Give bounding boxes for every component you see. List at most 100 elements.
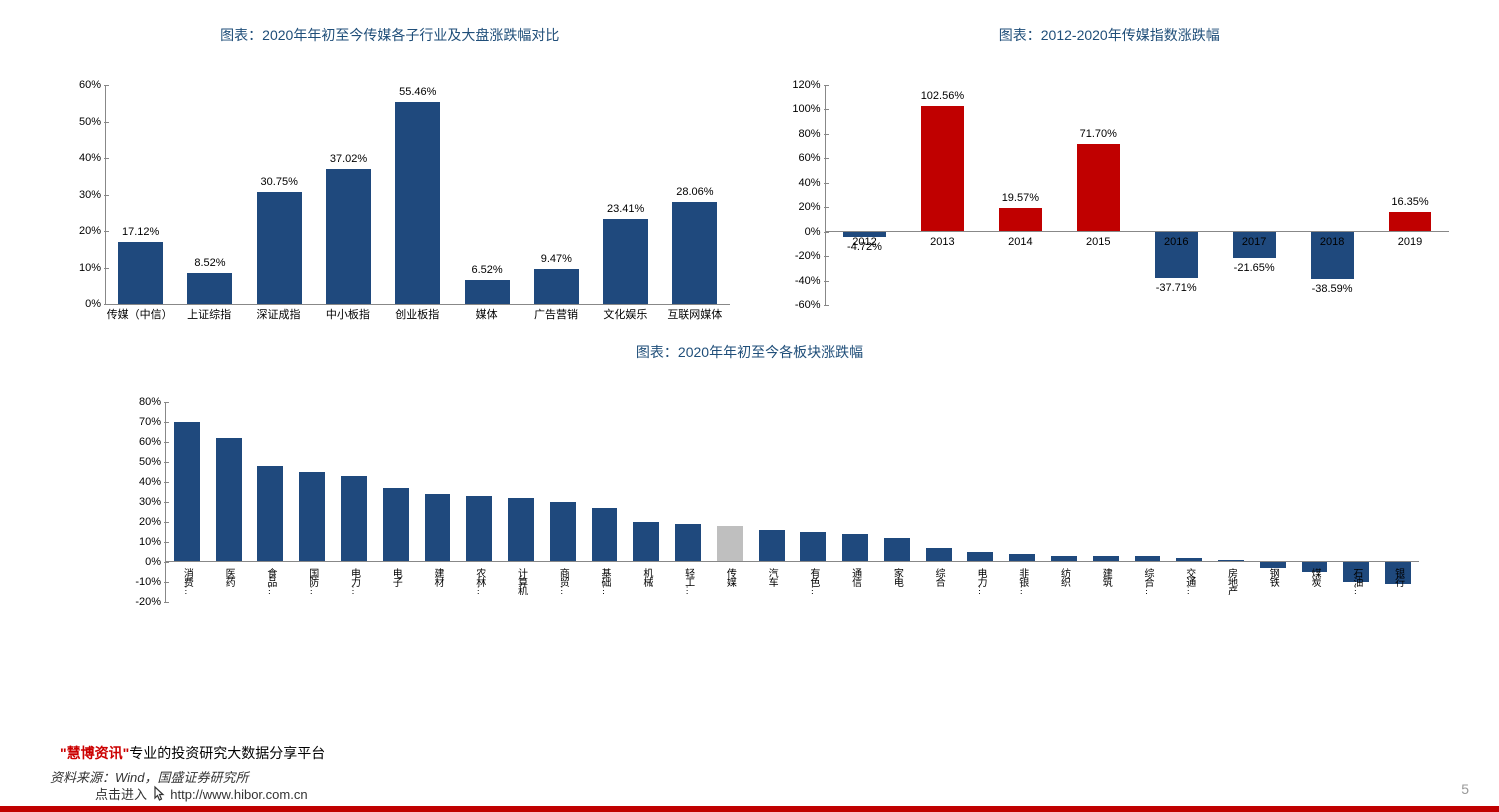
y-tick: -10% <box>135 576 161 588</box>
x-label: 基础⋮ <box>584 568 626 595</box>
y-tick: -40% <box>795 275 821 287</box>
bar <box>921 106 964 231</box>
x-label: 综合 <box>918 568 960 595</box>
x-label: 2017 <box>1215 236 1293 249</box>
bar <box>187 273 232 304</box>
y-tick: 40% <box>798 177 820 189</box>
y-tick: 0% <box>145 556 161 568</box>
x-label: 食品⋮ <box>250 568 292 595</box>
y-tick: 60% <box>798 152 820 164</box>
bar <box>216 438 242 562</box>
y-tick: 30% <box>79 189 101 201</box>
x-label: 家电 <box>876 568 918 595</box>
bar <box>508 498 534 562</box>
y-tick: -60% <box>795 299 821 311</box>
bar <box>326 169 371 304</box>
bar <box>717 526 743 562</box>
x-label: 非银⋮ <box>1001 568 1043 595</box>
bar-group: 28.06% <box>660 85 729 304</box>
ellipsis-icon: ⋮ <box>1184 586 1194 595</box>
chart2-bars: -4.72%102.56%19.57%71.70%-37.71%-21.65%-… <box>826 85 1450 305</box>
bar-value-label: 37.02% <box>330 153 367 165</box>
chart2-yaxis: -60%-40%-20%0%20%40%60%80%100%120% <box>776 85 821 305</box>
x-label: 深证成指 <box>244 309 313 322</box>
y-tick: 20% <box>79 225 101 237</box>
x-label: 轻工⋮ <box>667 568 709 595</box>
bar-value-label: -37.71% <box>1156 282 1197 294</box>
bar-value-label: 16.35% <box>1391 196 1428 208</box>
chart1-xlabels: 传媒（中信）上证综指深证成指中小板指创业板指媒体广告营销文化娱乐互联网媒体 <box>105 309 730 322</box>
chart1-title: 图表：2020年年初至今传媒各子行业及大盘涨跌幅对比 <box>50 25 730 45</box>
bar-value-label: 28.06% <box>676 186 713 198</box>
bar <box>174 422 200 562</box>
ellipsis-icon: ⋮ <box>808 586 818 595</box>
bar-value-label: 102.56% <box>921 90 964 102</box>
x-label: 国防⋮ <box>291 568 333 595</box>
y-tick: 10% <box>139 536 161 548</box>
bar-group: -37.71% <box>1137 85 1215 305</box>
x-label: 2018 <box>1293 236 1371 249</box>
bar <box>466 496 492 562</box>
footer: "慧博资讯"专业的投资研究大数据分享平台 资料来源：Wind，国盛证券研究所 点… <box>0 743 1499 812</box>
bar-value-label: 8.52% <box>194 257 225 269</box>
bar-group: 8.52% <box>175 85 244 304</box>
watermark-brand: "慧博资讯" <box>60 745 129 761</box>
x-label: 纺织 <box>1043 568 1085 595</box>
bar-value-label: 23.41% <box>607 203 644 215</box>
x-label: 电力⋮ <box>960 568 1002 595</box>
bar <box>299 472 325 562</box>
bar-group: 16.35% <box>1371 85 1449 305</box>
x-label: 计算机 <box>500 568 542 595</box>
bar-value-label: 17.12% <box>122 226 159 238</box>
zero-line <box>166 561 1419 562</box>
y-tick: 0% <box>85 298 101 310</box>
x-label: 电力⋮ <box>333 568 375 595</box>
bar <box>592 508 618 562</box>
bar-value-label: 9.47% <box>541 253 572 265</box>
bar <box>395 102 440 304</box>
footer-red-bar <box>0 806 1499 812</box>
bar-group: 6.52% <box>452 85 521 304</box>
watermark-link: http://www.hibor.com.cn <box>170 787 307 802</box>
chart1-bars: 17.12%8.52%30.75%37.02%55.46%6.52%9.47%2… <box>106 85 730 304</box>
ellipsis-icon: ⋮ <box>1143 586 1153 595</box>
bar-group: 37.02% <box>314 85 383 304</box>
x-label: 交通⋮ <box>1168 568 1210 595</box>
bar-value-label: 19.57% <box>1002 192 1039 204</box>
x-label: 商贸⋮ <box>542 568 584 595</box>
bar-group: 23.41% <box>591 85 660 304</box>
bar-value-label: 71.70% <box>1080 128 1117 140</box>
y-tick: 20% <box>798 201 820 213</box>
y-tick: 80% <box>139 396 161 408</box>
y-tick: -20% <box>795 250 821 262</box>
bar-group: 71.70% <box>1059 85 1137 305</box>
x-label: 文化娱乐 <box>591 309 660 322</box>
cursor-icon <box>151 785 167 806</box>
x-label: 煤炭 <box>1294 568 1336 595</box>
chart3-container: 图表：2020年年初至今各板块涨跌幅 -20%-10%0%10%20%30%40… <box>0 332 1499 602</box>
bar <box>633 522 659 562</box>
ellipsis-icon: ⋮ <box>1017 586 1027 595</box>
x-label: 建筑 <box>1085 568 1127 595</box>
x-label: 综合⋮ <box>1127 568 1169 595</box>
x-label: 电子 <box>375 568 417 595</box>
chart3-title: 图表：2020年年初至今各板块涨跌幅 <box>50 342 1449 362</box>
y-tick: 0% <box>805 226 821 238</box>
y-tick: 50% <box>139 456 161 468</box>
x-label: 创业板指 <box>383 309 452 322</box>
watermark-line2: 点击进入 http://www.hibor.com.cn <box>0 784 1499 806</box>
bar-value-label: -38.59% <box>1312 283 1353 295</box>
ellipsis-icon: ⋮ <box>975 586 985 595</box>
y-tick: 30% <box>139 496 161 508</box>
ellipsis-icon: ⋮ <box>307 586 317 595</box>
chart2-title: 图表：2012-2020年传媒指数涨跌幅 <box>770 25 1450 45</box>
ellipsis-icon: ⋮ <box>600 586 610 595</box>
watermark-text: 专业的投资研究大数据分享平台 <box>129 745 325 761</box>
x-label: 媒体 <box>452 309 521 322</box>
watermark-link-prefix: 点击进入 <box>95 787 147 802</box>
zero-line <box>826 231 1450 232</box>
chart1-container: 图表：2020年年初至今传媒各子行业及大盘涨跌幅对比 0%10%20%30%40… <box>50 25 730 322</box>
bar-group: 30.75% <box>245 85 314 304</box>
x-label: 农林⋮ <box>458 568 500 595</box>
chart3-plot: -20%-10%0%10%20%30%40%50%60%70%80% 消费⋮医药… <box>165 402 1419 602</box>
